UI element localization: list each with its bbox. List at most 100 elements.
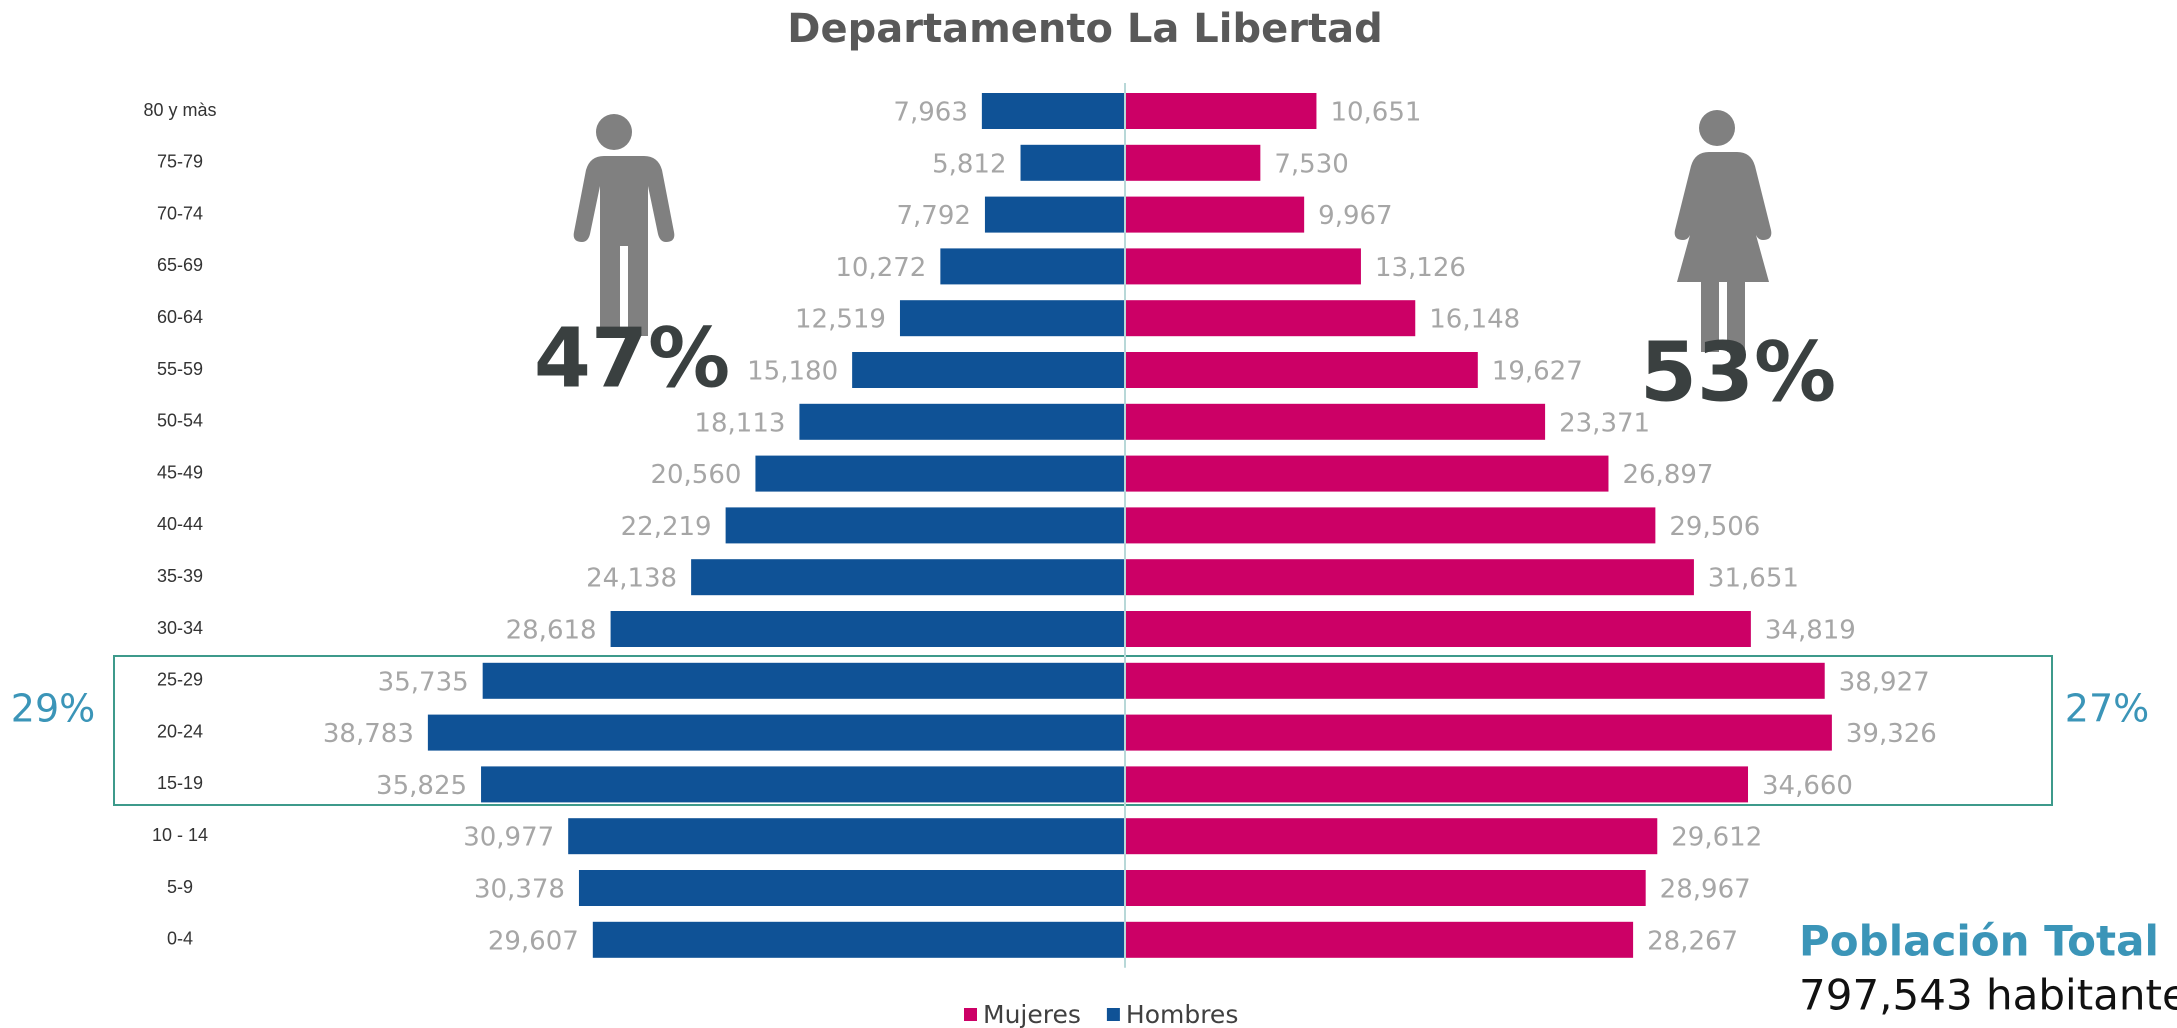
bar-mujeres — [1125, 144, 1261, 181]
value-label: 19,627 — [1492, 357, 1583, 387]
value-label: 18,113 — [694, 408, 785, 438]
value-label: 30,378 — [474, 875, 565, 905]
bar-hombres — [592, 921, 1125, 958]
value-label: 29,612 — [1671, 823, 1762, 853]
category-label: 75-79 — [157, 152, 203, 172]
bar-mujeres — [1125, 714, 1832, 751]
value-label: 26,897 — [1622, 460, 1713, 490]
bar-hombres — [725, 507, 1125, 544]
value-label: 7,530 — [1274, 149, 1348, 179]
value-label: 20,560 — [650, 460, 741, 490]
category-label: 50-54 — [157, 411, 203, 431]
chart-title: Departamento La Libertad — [787, 6, 1382, 52]
bar-mujeres — [1125, 352, 1478, 388]
bar-mujeres — [1125, 507, 1656, 544]
bar-hombres — [482, 662, 1126, 699]
value-label: 22,219 — [621, 512, 712, 542]
total-value: 797,543 habitantes — [1799, 971, 2177, 1020]
value-label: 29,607 — [488, 926, 579, 956]
hombres-pct: 47% — [534, 311, 730, 406]
value-label: 9,967 — [1318, 201, 1392, 231]
total-label: Población Total — [1799, 917, 2159, 966]
category-label: 60-64 — [157, 307, 203, 327]
category-label: 25-29 — [157, 670, 203, 690]
bar-hombres — [899, 300, 1125, 337]
value-label: 38,783 — [323, 719, 414, 749]
highlight-box — [113, 655, 2053, 806]
bar-mujeres — [1125, 559, 1694, 596]
value-label: 23,371 — [1559, 408, 1650, 438]
bar-mujeres — [1125, 248, 1361, 285]
category-label: 40-44 — [157, 514, 203, 534]
bar-hombres — [799, 403, 1125, 440]
bar-hombres — [852, 352, 1125, 388]
value-label: 30,977 — [463, 823, 554, 853]
value-label: 10,272 — [835, 253, 926, 283]
bar-mujeres — [1125, 662, 1825, 699]
bar-mujeres — [1125, 403, 1546, 440]
bar-mujeres — [1125, 921, 1634, 958]
category-label: 10 - 14 — [152, 825, 208, 845]
value-label: 39,326 — [1846, 719, 1937, 749]
category-label: 70-74 — [157, 203, 203, 223]
youth-hombres-pct: 29% — [11, 687, 95, 731]
mujeres-pct: 53% — [1640, 325, 1836, 420]
value-label: 38,927 — [1839, 667, 1930, 697]
bar-hombres — [568, 818, 1125, 855]
category-label: 20-24 — [157, 721, 203, 741]
category-label: 45-49 — [157, 462, 203, 482]
legend-label: Hombres — [1126, 1000, 1238, 1028]
bar-mujeres — [1125, 818, 1658, 855]
bar-mujeres — [1125, 300, 1416, 337]
bar-hombres — [481, 766, 1125, 803]
bar-hombres — [691, 559, 1125, 596]
bar-hombres — [427, 714, 1125, 751]
woman-icon — [1674, 110, 1772, 352]
value-label: 16,148 — [1429, 305, 1520, 335]
value-label: 35,825 — [376, 771, 467, 801]
bar-mujeres — [1125, 93, 1317, 129]
category-label: 55-59 — [157, 359, 203, 379]
bar-hombres — [755, 455, 1125, 492]
category-label: 80 y màs — [143, 100, 216, 120]
value-label: 34,819 — [1765, 616, 1856, 646]
category-label: 15-19 — [157, 773, 203, 793]
bar-mujeres — [1125, 870, 1646, 906]
bar-hombres — [1020, 144, 1125, 181]
man-icon — [573, 114, 675, 336]
value-label: 7,792 — [897, 201, 971, 231]
legend-swatch — [964, 1008, 977, 1021]
value-label: 13,126 — [1375, 253, 1466, 283]
value-label: 28,967 — [1660, 875, 1751, 905]
bar-mujeres — [1125, 766, 1749, 803]
legend-label: Mujeres — [983, 1000, 1081, 1028]
value-label: 28,618 — [506, 616, 597, 646]
value-label: 35,735 — [378, 667, 469, 697]
bar-hombres — [610, 611, 1125, 647]
youth-mujeres-pct: 27% — [2065, 687, 2149, 731]
bar-hombres — [578, 870, 1125, 906]
bar-hombres — [984, 196, 1125, 233]
legend-swatch — [1106, 1008, 1120, 1021]
category-label: 65-69 — [157, 255, 203, 275]
value-label: 7,963 — [893, 98, 967, 128]
category-label: 0-4 — [167, 929, 193, 949]
value-label: 31,651 — [1708, 564, 1799, 594]
value-label: 5,812 — [932, 149, 1006, 179]
value-label: 24,138 — [586, 564, 677, 594]
category-label: 35-39 — [157, 566, 203, 586]
value-label: 12,519 — [795, 305, 886, 335]
bar-hombres — [940, 248, 1125, 285]
bar-hombres — [981, 93, 1125, 129]
category-label: 5-9 — [167, 877, 193, 897]
value-label: 15,180 — [747, 357, 838, 387]
bar-mujeres — [1125, 196, 1305, 233]
bar-mujeres — [1125, 611, 1751, 647]
value-label: 29,506 — [1669, 512, 1760, 542]
value-label: 10,651 — [1330, 98, 1421, 128]
value-label: 28,267 — [1647, 926, 1738, 956]
value-label: 34,660 — [1762, 771, 1853, 801]
bar-mujeres — [1125, 455, 1609, 492]
category-label: 30-34 — [157, 618, 203, 638]
